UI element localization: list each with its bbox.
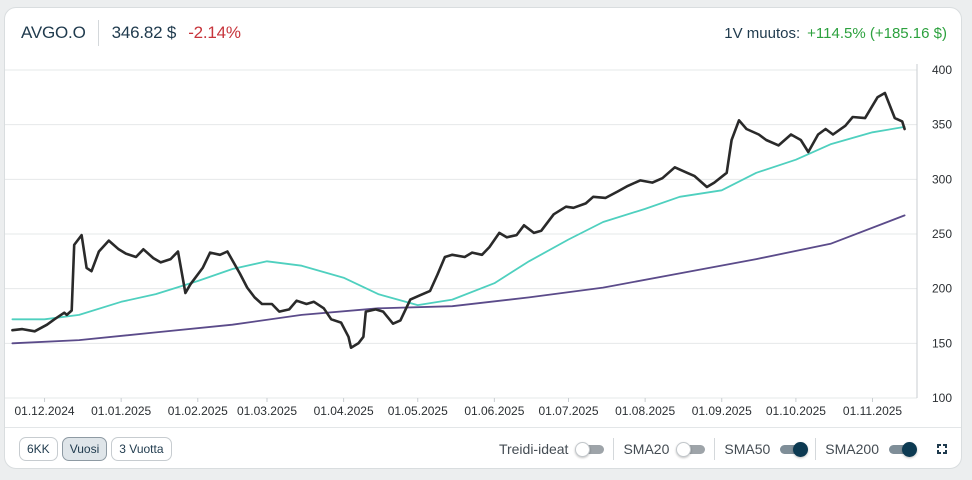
last-price: 346.82 $ (111, 23, 177, 42)
treidi-ideat-label: Treidi-ideat (498, 441, 569, 457)
toggle-divider (815, 438, 817, 460)
y-tick-label: 350 (932, 118, 952, 132)
ticker-symbol: AVGO.O (21, 23, 86, 42)
y-tick-label: 100 (932, 391, 952, 405)
x-tick-label: 01.11.2025 (843, 404, 902, 418)
sma200-toggle-group: SMA200 (825, 441, 917, 457)
x-tick-label: 01.02.2025 (168, 404, 228, 418)
sma20-label: SMA20 (623, 441, 670, 457)
range-6kk-button[interactable]: 6KK (19, 437, 58, 461)
x-tick-label: 01.05.2025 (388, 404, 448, 418)
y-tick-label: 150 (932, 336, 952, 350)
sma50-toggle[interactable] (780, 442, 809, 457)
sma200-toggle[interactable] (889, 442, 917, 457)
header-divider (97, 20, 99, 46)
y-tick-label: 200 (932, 282, 952, 296)
chart-footer: 6KK Vuosi 3 Vuotta Treidi-ideat SMA20 SM… (5, 427, 961, 468)
sma50-label: SMA50 (724, 441, 771, 457)
range-3-vuotta-button[interactable]: 3 Vuotta (111, 437, 172, 461)
x-tick-label: 01.01.2025 (91, 404, 151, 418)
daily-change-pct: -2.14% (188, 23, 241, 42)
y-tick-label: 300 (932, 172, 952, 186)
sma50-toggle-group: SMA50 (724, 441, 809, 457)
period-change-value: +114.5% (+185.16 $) (807, 24, 947, 42)
x-tick-label: 01.12.2024 (15, 404, 75, 418)
x-tick-label: 01.07.2025 (538, 404, 598, 418)
chart-header: AVGO.O 346.82 $ -2.14% 1V muutos: +114.5… (5, 8, 961, 58)
price-chart[interactable]: 100 150 200 250 300 350 400 01.12.2024 01.01.20… (5, 62, 962, 424)
x-tick-label: 01.04.2025 (314, 404, 374, 418)
sma50-series-line (11, 126, 906, 321)
range-vuosi-button[interactable]: Vuosi (61, 437, 108, 461)
treidi-ideat-toggle-group: Treidi-ideat (499, 441, 605, 457)
x-tick-label: 01.10.2025 (766, 404, 826, 418)
toggle-divider (714, 438, 716, 460)
y-tick-label: 400 (932, 63, 952, 77)
period-change-label: 1V muutos: (724, 24, 801, 42)
x-tick-label: 01.08.2025 (615, 404, 675, 418)
sma20-toggle[interactable] (676, 442, 706, 457)
x-tick-label: 01.09.2025 (692, 404, 752, 418)
sma200-series-line (11, 214, 906, 345)
x-tick-label: 01.03.2025 (237, 404, 297, 418)
chart-card: AVGO.O 346.82 $ -2.14% 1V muutos: +114.5… (4, 7, 962, 469)
y-tick-label: 250 (932, 227, 952, 241)
expand-icon[interactable] (937, 444, 947, 454)
sma20-toggle-group: SMA20 (623, 441, 706, 457)
range-selector: 6KK Vuosi 3 Vuotta (19, 437, 176, 461)
x-tick-label: 01.06.2025 (464, 404, 524, 418)
price-series-line (11, 91, 906, 350)
sma200-label: SMA200 (825, 441, 879, 457)
toggle-divider (613, 438, 615, 460)
treidi-ideat-toggle[interactable] (575, 442, 605, 457)
